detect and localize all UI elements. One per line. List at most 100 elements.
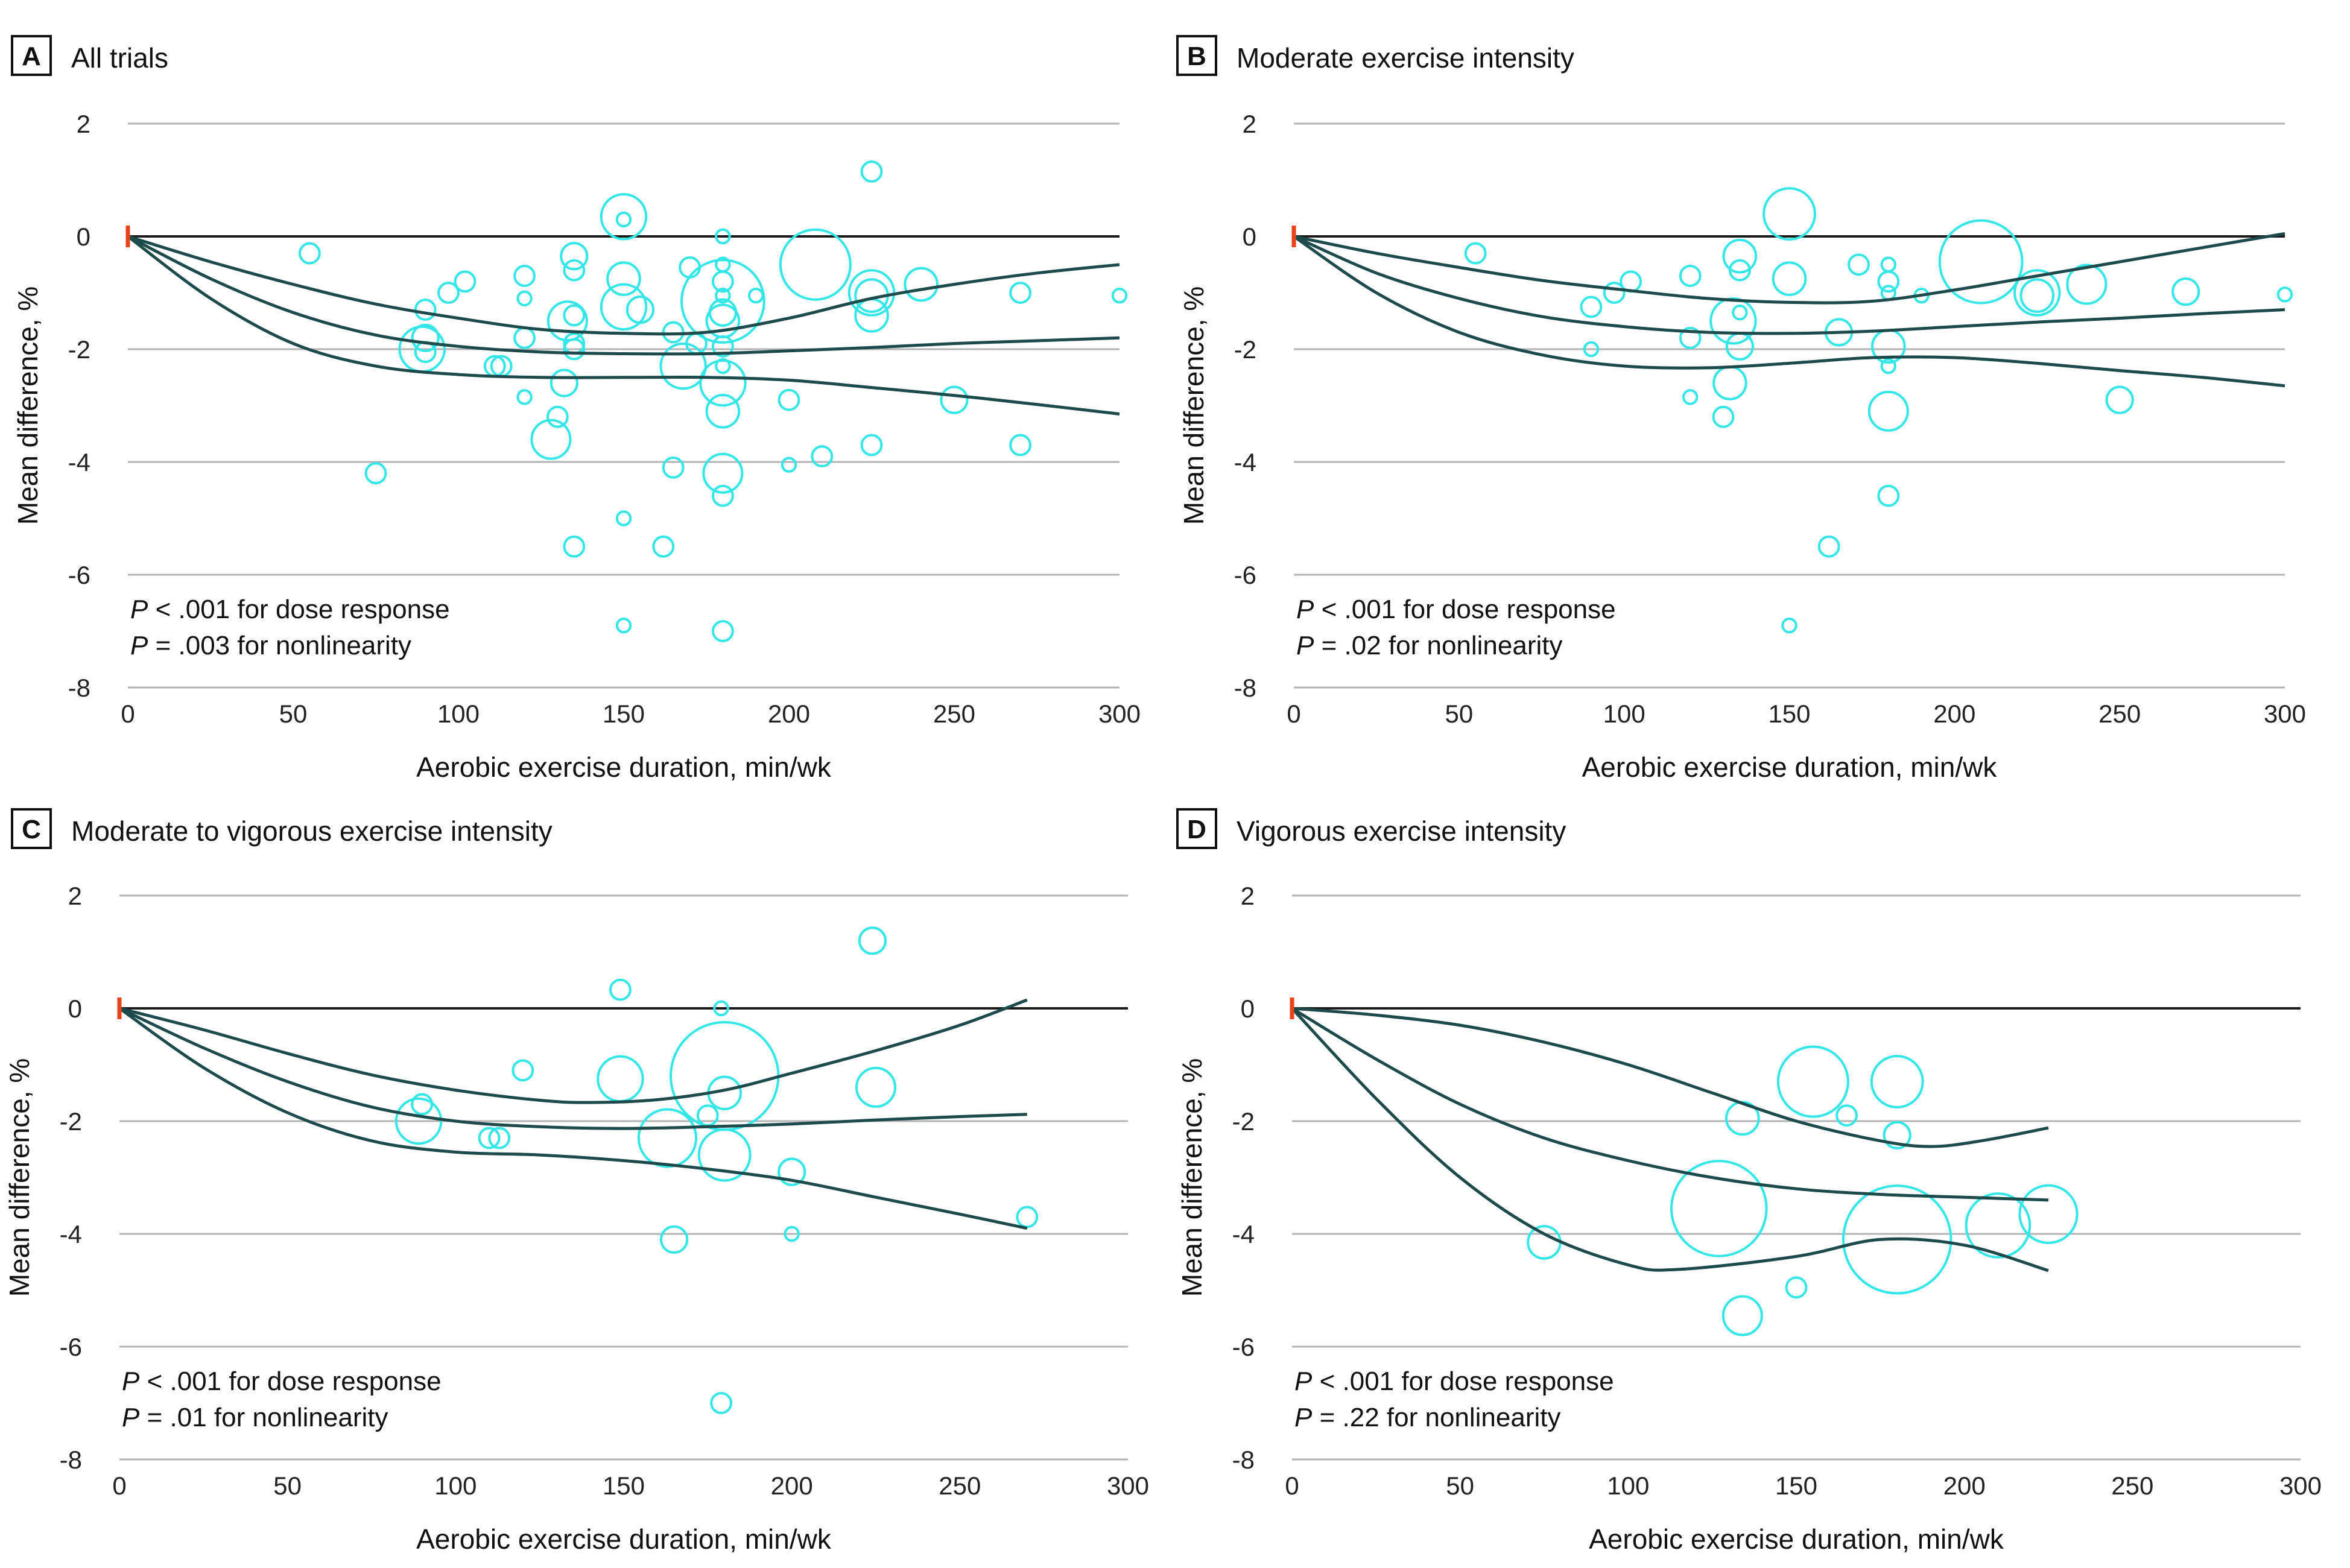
trial-point (1679, 265, 1702, 287)
panel-b: B Moderate exercise intensity 2 0 -2 -4 -6 -8 0 5… (1176, 35, 2306, 783)
x-axis-title: Aerobic exercise duration, min/wk (416, 1523, 832, 1555)
p-text: = .01 for nonlinearity (139, 1403, 388, 1432)
trial-point (1009, 434, 1031, 457)
trial-point (1835, 1104, 1858, 1127)
panel-letter: B (1187, 42, 1206, 71)
x-tick-label: 300 (1107, 1472, 1149, 1500)
x-tick-label: 100 (1607, 1472, 1649, 1500)
trial-point (637, 1108, 698, 1168)
y-tick-label: -6 (68, 561, 90, 589)
x-tick-label: 0 (121, 700, 135, 728)
trial-point (600, 283, 648, 331)
p-symbol: P (1294, 1403, 1313, 1432)
y-tick-label: -8 (68, 674, 90, 702)
trial-point (1580, 296, 1603, 318)
panel-title: All trials (71, 42, 168, 74)
trial-point (1870, 1055, 1924, 1108)
p-symbol: P (1296, 631, 1314, 660)
y-tick-label: -2 (1232, 1107, 1255, 1136)
trial-point (437, 282, 460, 304)
y-tick-label: -8 (1234, 674, 1256, 702)
x-tick-label: 100 (437, 700, 480, 728)
curve-middle (118, 1007, 1027, 1130)
x-tick-label: 0 (1285, 1472, 1299, 1500)
trial-point (1842, 1184, 1953, 1295)
trial-point (662, 456, 685, 479)
p-symbol: P (130, 595, 148, 624)
trial-point (712, 620, 734, 642)
y-tick-label: -6 (1232, 1333, 1255, 1361)
p-text: = .02 for nonlinearity (1314, 631, 1562, 660)
p-text: = .22 for nonlinearity (1312, 1403, 1560, 1432)
trial-point (516, 290, 533, 307)
trial-point (563, 535, 586, 558)
x-axis-title: Aerobic exercise duration, min/wk (416, 751, 832, 783)
trial-point (615, 510, 632, 526)
x-tick-label: 0 (112, 1472, 126, 1500)
trial-point (696, 1104, 719, 1127)
trial-point (299, 242, 321, 265)
x-tick-label: 300 (2279, 1472, 2322, 1500)
x-tick-label: 50 (279, 700, 308, 728)
x-tick-label: 250 (2098, 700, 2141, 728)
curve-upper (119, 998, 1028, 1104)
panel-title: Vigorous exercise intensity (1237, 815, 1566, 847)
trial-point (748, 287, 764, 304)
trial-point (563, 259, 586, 282)
y-tick-label: -4 (68, 448, 90, 476)
x-tick-label: 100 (1603, 700, 1645, 728)
x-tick-label: 250 (939, 1472, 981, 1500)
trial-point (454, 270, 477, 293)
curve-lower (118, 1007, 1028, 1230)
trial-point (2066, 264, 2108, 305)
trial-point (679, 256, 701, 279)
p-value-annotation: P = .22 for nonlinearity (1294, 1403, 1561, 1432)
p-value-annotation: P = .02 for nonlinearity (1296, 631, 1563, 660)
curve-upper (1293, 232, 2285, 305)
trial-point (940, 385, 969, 414)
trial-point (1721, 1295, 1763, 1336)
curve-lower (1293, 235, 2285, 388)
trial-point (710, 1392, 733, 1414)
trial-point (1776, 1045, 1849, 1118)
trial-point (1732, 305, 1748, 321)
trial-point (549, 368, 578, 397)
trial-point (1877, 484, 1900, 507)
trial-point (811, 445, 834, 468)
trial-point (2018, 1184, 2079, 1244)
trial-point (488, 1127, 511, 1149)
x-tick-label: 300 (1098, 700, 1141, 728)
x-tick-label: 50 (1446, 1472, 1474, 1500)
trial-point (660, 1225, 689, 1254)
y-tick-label: -4 (1232, 1220, 1255, 1248)
trial-point (1817, 535, 1840, 558)
trial-point (1848, 253, 1870, 276)
trial-point (1603, 282, 1626, 304)
panel-d: D Vigorous exercise intensity 2 0 -2 -4 -6 -8 0 5… (1176, 808, 2322, 1555)
trial-point (652, 535, 675, 558)
trial-point (1111, 287, 1128, 304)
trial-point (560, 242, 589, 271)
panel-title: Moderate exercise intensity (1237, 42, 1574, 74)
x-tick-label: 200 (1943, 1472, 1986, 1500)
x-tick-label: 100 (434, 1472, 477, 1500)
panel-letter-box (11, 35, 52, 76)
trial-point (1583, 341, 1600, 358)
p-text: < .001 for dose response (1312, 1367, 1614, 1396)
trial-point (712, 484, 734, 507)
trial-point (1679, 326, 1702, 349)
x-tick-label: 250 (933, 700, 975, 728)
trial-point (860, 160, 883, 183)
trial-point (1464, 242, 1487, 265)
trial-point (2105, 385, 2134, 414)
trial-point (715, 358, 731, 375)
trial-point (1867, 390, 1909, 432)
y-tick-label: 0 (1243, 223, 1256, 251)
panel-letter: D (1187, 815, 1206, 844)
trial-point (615, 617, 632, 634)
trial-point (712, 335, 734, 358)
curve-upper (1291, 1007, 2049, 1148)
y-tick-label: -2 (1234, 335, 1256, 364)
x-axis-title: Aerobic exercise duration, min/wk (1582, 751, 1998, 783)
trial-point (855, 1066, 896, 1108)
